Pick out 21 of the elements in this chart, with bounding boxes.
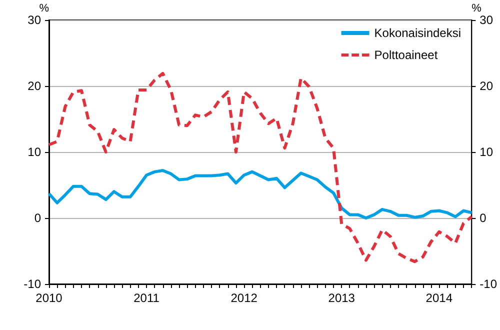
y2-tick-label: 20 [480,79,494,93]
legend-label: Polttoaineet [374,48,438,62]
x-tick-label: 2012 [230,291,258,305]
line-series [48,72,474,264]
y2-tick-label: 0 [480,211,487,225]
y-tick-label: -10 [24,277,42,291]
x-tick-label: 2010 [36,291,63,305]
y-tick-label: 10 [28,145,42,159]
y2-tick-label: 10 [480,145,494,159]
y-axis-title: % [39,2,50,14]
y2-axis-title: % [472,2,482,14]
line-series [48,168,474,220]
x-tick-label: 2013 [328,291,356,305]
x-tick-label: 2011 [134,291,160,305]
y-tick-label: 20 [28,79,42,93]
legend-label: Kokonaisindeksi [374,26,461,40]
y2-tick-label: -10 [480,277,498,291]
y-tick-label: 30 [28,13,42,27]
y2-tick-label: 30 [480,13,494,27]
y-tick-label: 0 [34,211,42,225]
x-tick-label: 2014 [426,291,453,305]
